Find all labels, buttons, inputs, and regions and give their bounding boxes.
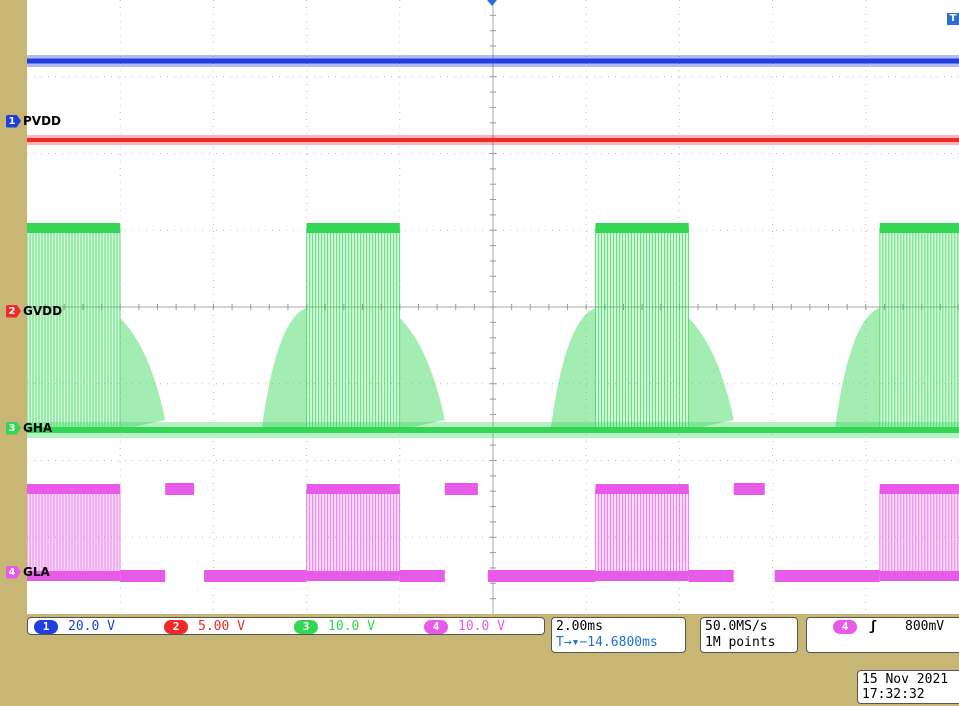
channel-3-chip: 3 (294, 619, 318, 634)
channel-4-pwm-burst (27, 489, 121, 576)
trigger-position-icon: T→ (556, 635, 572, 650)
channel-3-ramp (261, 308, 307, 430)
timebase-value: 2.00ms (556, 619, 603, 634)
channel-4-scale-value: 10.0 V (458, 619, 505, 634)
channel-4-pwm-burst (306, 489, 400, 576)
record-length: 1M points (705, 635, 776, 650)
channel-3-trace-noise (27, 422, 959, 438)
channel-3-label: GHA (23, 421, 53, 435)
channel-3-scale-value: 10.0 V (328, 619, 375, 634)
trigger-position-value: ▾−14.6800ms (571, 635, 658, 650)
trigger-level-marker: T (947, 13, 959, 25)
channel-1-label: PVDD (23, 114, 62, 128)
waveform-display (27, 0, 959, 614)
vertical-scale-readout[interactable]: 1 20.0 V 2 5.00 V 3 10.0 V 4 10.0 V (27, 617, 545, 635)
acquisition-readout[interactable]: 50.0MS/s 1M points (700, 617, 798, 653)
channel-3-scale[interactable]: 3 10.0 V (294, 619, 375, 634)
channel-4-chip: 4 (424, 619, 448, 634)
channel-1-number: 1 (6, 114, 21, 128)
channel-3-decay (399, 318, 445, 430)
trigger-level-value: 800mV (905, 619, 945, 634)
channel-1-scale[interactable]: 1 20.0 V (34, 619, 115, 634)
channel-3-pwm-burst (595, 228, 689, 430)
channel-3-decay (120, 318, 166, 430)
timestamp: 15 Nov 2021 17:32:32 (857, 670, 959, 704)
channel-4-scale[interactable]: 4 10.0 V (424, 619, 505, 634)
channel-3-ramp (550, 308, 596, 430)
channel-2-scale-value: 5.00 V (198, 619, 245, 634)
horizontal-readout[interactable]: 2.00ms T→▾−14.6800ms (551, 617, 686, 653)
channel-2-marker[interactable]: 2 GVDD (6, 304, 62, 318)
graticule (27, 0, 959, 614)
trigger-readout[interactable]: 4 ʃ 800mV (806, 617, 959, 653)
channel-1-chip: 1 (34, 619, 58, 634)
channel-4-marker[interactable]: 4 GLA (6, 565, 50, 579)
trigger-position-marker (487, 0, 497, 6)
channel-4-label: GLA (23, 565, 50, 579)
channel-2-label: GVDD (23, 304, 63, 318)
channel-2-number: 2 (6, 304, 21, 318)
timestamp-time: 17:32:32 (862, 687, 925, 702)
channel-1-marker[interactable]: 1 PVDD (6, 114, 61, 128)
channel-3-marker[interactable]: 3 GHA (6, 421, 52, 435)
channel-3-ramp (834, 308, 880, 430)
trigger-position-readout: T→▾−14.6800ms (556, 635, 658, 650)
channel-3-pwm-burst (27, 228, 121, 430)
channel-2-chip: 2 (164, 619, 188, 634)
channel-3-number: 3 (6, 421, 21, 435)
channel-4-number: 4 (6, 565, 21, 579)
channel-2-scale[interactable]: 2 5.00 V (164, 619, 245, 634)
timestamp-date: 15 Nov 2021 (862, 672, 949, 687)
channel-1-scale-value: 20.0 V (68, 619, 115, 634)
channel-3-pwm-burst (306, 228, 400, 430)
sample-rate: 50.0MS/s (705, 619, 768, 634)
trigger-slope-icon: ʃ (869, 619, 877, 634)
channel-4-pwm-burst (595, 489, 689, 576)
trigger-source-chip: 4 (833, 620, 857, 634)
channel-3-decay (688, 318, 734, 430)
